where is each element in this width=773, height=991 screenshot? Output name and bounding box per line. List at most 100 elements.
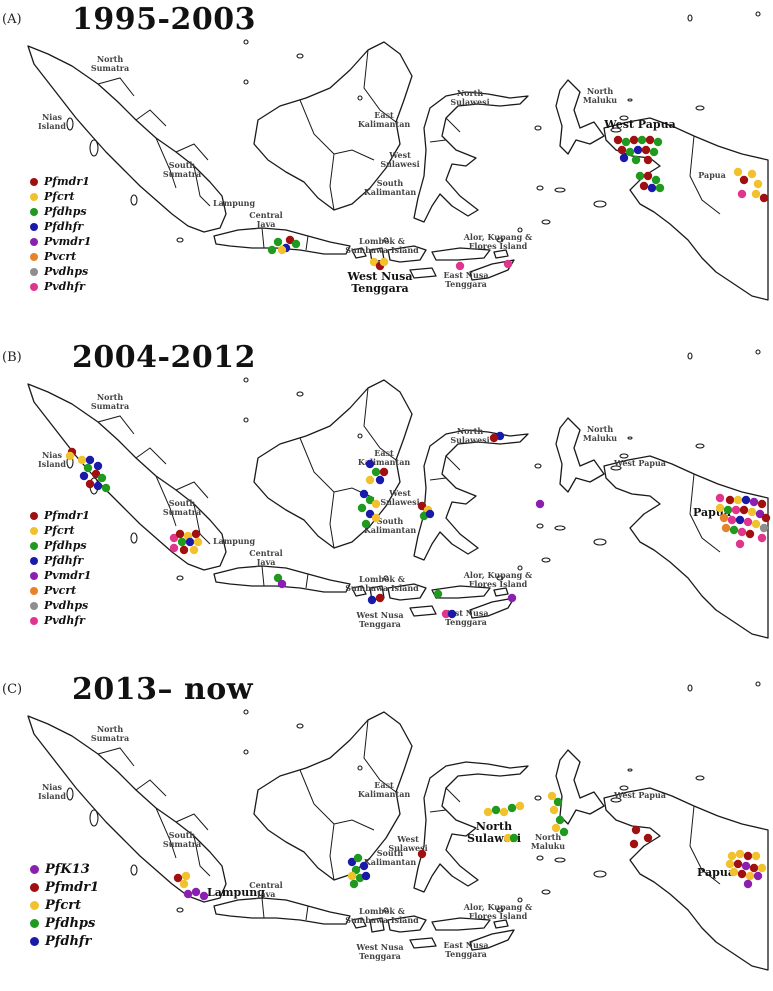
legend-label: PfK13	[45, 861, 90, 877]
province-border	[363, 387, 397, 461]
small-island	[695, 105, 705, 111]
legend-label: Pvmdr1	[44, 569, 92, 582]
marker-pfcrt	[751, 519, 761, 529]
legend-item-pvmdr1: Pvmdr1	[30, 568, 91, 583]
small-island	[517, 897, 523, 903]
province-border	[261, 565, 265, 587]
legend-label: Pfcrt	[45, 897, 82, 913]
marker-pfmdr1	[617, 145, 627, 155]
marker-pfk13	[743, 879, 753, 889]
island-alor	[493, 249, 509, 259]
marker-pfmdr1	[191, 529, 201, 539]
region-label-south-kalimantan: South Kalimantan	[364, 848, 417, 867]
legend-swatch	[30, 177, 38, 186]
island-java	[213, 897, 351, 925]
region-label-east-nusa: East Nusa Tenggara	[443, 940, 488, 959]
marker-pvdhfr	[737, 527, 747, 537]
province-borders	[97, 387, 721, 589]
region-label-alor: Alor, Kupang & Flores Island	[463, 570, 533, 589]
small-island	[755, 681, 761, 687]
marker-pfcrt	[751, 189, 761, 199]
marker-pfdhps	[291, 239, 301, 249]
small-island	[534, 125, 542, 131]
marker-pvmdr1	[507, 593, 517, 603]
small-islands	[66, 681, 761, 913]
legend-label: Pvdhfr	[44, 614, 85, 627]
marker-pfk13	[753, 871, 763, 881]
legend-item-pvcrt: Pvcrt	[30, 583, 91, 598]
mutation-markers	[65, 431, 771, 619]
legend-item-pfcrt: Pfcrt	[30, 189, 91, 204]
panel-label: (A)	[2, 12, 22, 27]
region-label-north-maluku: North Maluku	[583, 424, 617, 443]
legend-label: Pfdhps	[44, 205, 87, 218]
province-borders	[97, 49, 721, 251]
marker-pfmdr1	[91, 469, 101, 479]
region-label-lombok: Lombok & Sumbawa Island	[345, 906, 419, 925]
island-flores	[431, 247, 491, 261]
small-island	[176, 237, 184, 243]
island-sumba	[409, 605, 437, 617]
marker-pfdhps	[637, 135, 647, 145]
island-halmahera	[555, 79, 605, 155]
province-border	[155, 807, 177, 859]
island-sumba	[409, 267, 437, 279]
island-kalimantan	[253, 41, 413, 211]
marker-pfdhfr	[619, 153, 629, 163]
small-island	[687, 352, 693, 360]
marker-pvdhfr	[727, 515, 737, 525]
legend-item-pvmdr1: Pvmdr1	[30, 234, 91, 249]
legend-item-pfdhps: Pfdhps	[30, 204, 91, 219]
marker-pvdhfr	[455, 261, 465, 271]
marker-pfdhps	[371, 467, 381, 477]
legend-item-pvdhfr: Pvdhfr	[30, 279, 91, 294]
legend: PfK13 Pfmdr1 Pfcrt Pfdhps Pfdhfr	[30, 860, 99, 950]
province-border	[299, 99, 335, 155]
island-bali	[351, 247, 367, 259]
province-border	[445, 117, 461, 133]
marker-pfcrt	[371, 499, 381, 509]
small-island	[130, 194, 138, 206]
marker-pfcrt	[365, 475, 375, 485]
small-island	[66, 117, 74, 131]
province-border	[175, 481, 209, 499]
province-border	[261, 897, 265, 919]
small-island	[517, 565, 523, 571]
small-island	[66, 787, 74, 801]
period-title: 2004-2012	[72, 340, 256, 375]
island-sumba	[409, 937, 437, 949]
marker-pfdhps	[433, 589, 443, 599]
small-island	[541, 219, 551, 225]
marker-pfmdr1	[285, 235, 295, 245]
marker-pfcrt	[725, 859, 735, 869]
marker-pfcrt	[371, 513, 381, 523]
legend-swatch	[30, 556, 38, 565]
small-island	[176, 907, 184, 913]
region-label-central-java: Central Java	[249, 548, 282, 567]
province-border	[155, 475, 177, 527]
island-sulawesi	[413, 91, 529, 223]
marker-pfdhps	[273, 573, 283, 583]
marker-pfcrt	[179, 879, 189, 889]
province-border	[299, 769, 335, 825]
marker-pfmdr1	[379, 467, 389, 477]
province-border	[155, 137, 177, 189]
legend-swatch	[30, 616, 38, 625]
legend-item-pfcrt: Pfcrt	[30, 523, 91, 538]
marker-pfmdr1	[629, 135, 639, 145]
island-sulawesi	[413, 761, 529, 893]
province-border	[689, 473, 721, 553]
island-sumbawa	[387, 583, 427, 601]
province-border	[305, 573, 309, 589]
small-island	[243, 39, 249, 45]
marker-pfmdr1	[739, 175, 749, 185]
small-island	[383, 237, 389, 243]
small-island	[496, 237, 504, 243]
marker-pfmdr1	[629, 839, 639, 849]
province-border	[363, 49, 397, 123]
marker-pvmdr1	[535, 499, 545, 509]
legend-label: Pfmdr1	[44, 175, 90, 188]
legend: Pfmdr1 Pfcrt Pfdhps Pfdhfr Pvmdr1 Pvcrt Pvdhps…	[30, 174, 91, 294]
marker-pfmdr1	[761, 513, 771, 523]
marker-pfcrt	[551, 823, 561, 833]
